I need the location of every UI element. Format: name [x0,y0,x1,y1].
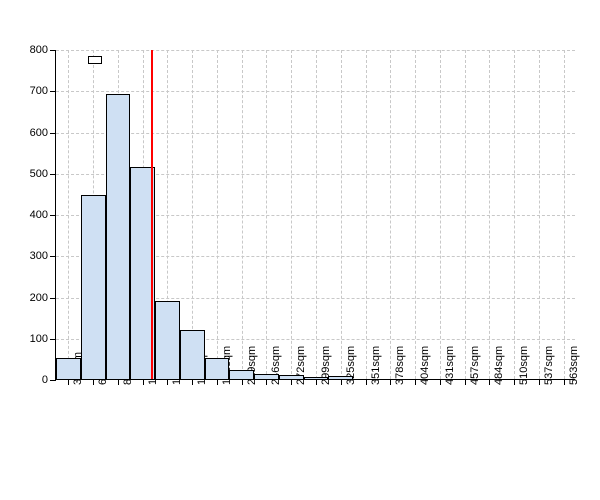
x-tick [415,379,416,385]
grid-line-vertical [564,50,565,379]
x-tick-label: 563sqm [568,346,580,385]
x-tick-label: 272sqm [295,346,307,385]
chart-title-sub [0,6,600,8]
x-tick-label: 378sqm [394,346,406,385]
histogram-bar [81,195,106,379]
grid-line-vertical [291,50,292,379]
x-tick [390,379,391,385]
x-tick [143,379,144,385]
x-tick [341,379,342,385]
grid-line-vertical [539,50,540,379]
histogram-bar [155,301,180,379]
grid-line-vertical [316,50,317,379]
grid-line-vertical [415,50,416,379]
grid-line-vertical [366,50,367,379]
grid-line-vertical [465,50,466,379]
y-tick-label: 500 [30,168,56,180]
y-tick-label: 200 [30,292,56,304]
x-tick [68,379,69,385]
histogram-bar [328,376,353,379]
x-tick-label: 431sqm [444,346,456,385]
x-tick-label: 537sqm [543,346,555,385]
histogram-bar [304,377,329,379]
x-tick-label: 351sqm [370,346,382,385]
grid-line-vertical [242,50,243,379]
x-tick-label: 457sqm [469,346,481,385]
x-tick-label: 510sqm [518,346,530,385]
histogram-bar [56,358,81,379]
x-tick [118,379,119,385]
x-tick [167,379,168,385]
x-tick [291,379,292,385]
histogram-bar [106,94,131,379]
y-tick-label: 400 [30,209,56,221]
y-tick-label: 300 [30,250,56,262]
grid-line-vertical [217,50,218,379]
grid-line-vertical [68,50,69,379]
chart-container: 010020030040050060070080034sqm61sqm87sqm… [0,0,600,500]
x-tick [514,379,515,385]
y-tick-label: 700 [30,85,56,97]
x-tick [217,379,218,385]
grid-line-vertical [489,50,490,379]
y-tick-label: 600 [30,127,56,139]
plot-area: 010020030040050060070080034sqm61sqm87sqm… [55,50,575,380]
property-marker-line [151,50,153,379]
histogram-bar [254,374,279,379]
x-tick [440,379,441,385]
grid-line-vertical [514,50,515,379]
histogram-bar [229,370,254,379]
x-tick [242,379,243,385]
x-tick [489,379,490,385]
grid-line-vertical [390,50,391,379]
x-tick [465,379,466,385]
x-tick [266,379,267,385]
x-tick [366,379,367,385]
x-tick [192,379,193,385]
x-tick-label: 484sqm [493,346,505,385]
histogram-bar [279,375,304,379]
y-tick-label: 100 [30,333,56,345]
y-tick-label: 800 [30,44,56,56]
x-tick-label: 299sqm [320,346,332,385]
x-tick-label: 325sqm [345,346,357,385]
grid-line-vertical [266,50,267,379]
x-tick [93,379,94,385]
annotation-box [88,56,102,64]
x-tick [564,379,565,385]
x-tick-label: 404sqm [419,346,431,385]
x-tick-label: 219sqm [246,346,258,385]
histogram-bar [205,358,230,379]
x-tick [539,379,540,385]
y-tick-label: 0 [42,374,56,386]
x-tick-label: 246sqm [270,346,282,385]
grid-line-vertical [440,50,441,379]
grid-line-vertical [341,50,342,379]
x-tick [316,379,317,385]
histogram-bar [180,330,205,380]
